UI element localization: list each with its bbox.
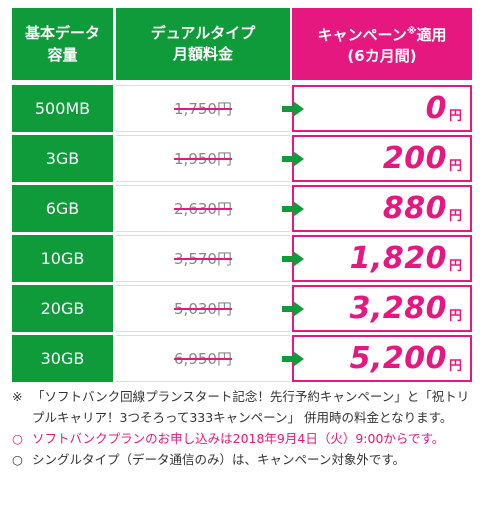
table-row: 10GB 3,570円 1,820 円 [12,235,472,282]
arrow-right-icon [282,200,304,217]
table-row: 3GB 1,950円 200 円 [12,135,472,182]
yen-unit: 円 [448,309,462,324]
capacity-cell: 3GB [12,135,113,182]
campaign-price: 5,200 [349,341,447,376]
old-price: 1,750円 [174,100,232,118]
header-campaign-line1: キャンペーン [317,26,407,44]
table-row: 500MB 1,750円 0 円 [12,85,472,132]
table-row: 20GB 5,030円 3,280 円 [12,285,472,332]
capacity-cell: 10GB [12,235,113,282]
campaign-price-cell: 200 円 [292,135,472,182]
header-capacity-line1: 基本データ [24,24,100,42]
campaign-price-cell: 3,280 円 [292,285,472,332]
campaign-price: 200 [382,141,447,176]
arrow-right-icon [282,250,304,267]
note-mark: ○ [12,452,23,467]
campaign-price: 1,820 [349,241,447,276]
capacity-cell: 6GB [12,185,113,232]
yen-unit: 円 [448,209,462,224]
capacity-label: 10GB [40,248,85,268]
capacity-label: 6GB [45,198,80,218]
note-mark: ○ [12,431,23,446]
capacity-label: 30GB [40,348,85,368]
campaign-price: 0 [425,91,447,126]
campaign-price-cell: 1,820 円 [292,235,472,282]
old-price-cell: 1,950円 [116,135,290,182]
header-campaign-line2: (6カ月間) [347,47,417,65]
capacity-label: 500MB [34,98,91,118]
old-price-cell: 3,570円 [116,235,290,282]
note-mark: ※ [12,389,23,404]
arrow-right-icon [282,350,304,367]
old-price-cell: 5,030円 [116,285,290,332]
old-price: 1,950円 [174,150,232,168]
price-table: 基本データ容量 デュアルタイプ 月額料金 キャンペーン※適用 (6カ月間) 500… [12,8,472,385]
note-1: ※ 「ソフトバンク回線プランスタート記念！先行予約キャンペーン」と「祝トリプルキャ… [12,386,474,428]
yen-unit: 円 [448,359,462,374]
old-price-cell: 6,950円 [116,335,290,382]
campaign-price-cell: 880 円 [292,185,472,232]
old-price-cell: 1,750円 [116,85,290,132]
note-text: ソフトバンクプランのお申し込みは2018年9月4日（火）9:00からです。 [32,431,445,446]
header-dual-line1: デュアルタイプ [150,24,256,42]
note-3: ○ シングルタイプ（データ通信のみ）は、キャンペーン対象外です。 [12,449,474,470]
note-text: 「ソフトバンク回線プランスタート記念！先行予約キャンペーン」と「祝トリプルキャリ… [32,389,470,425]
yen-unit: 円 [448,109,462,124]
table-header: 基本データ容量 デュアルタイプ 月額料金 キャンペーン※適用 (6カ月間) [12,8,472,80]
capacity-label: 20GB [40,298,85,318]
old-price: 5,030円 [174,300,232,318]
capacity-cell: 30GB [12,335,113,382]
header-campaign-note-mark: ※ [406,26,417,37]
capacity-label: 3GB [45,148,80,168]
capacity-cell: 500MB [12,85,113,132]
yen-unit: 円 [448,159,462,174]
old-price-cell: 2,630円 [116,185,290,232]
old-price: 3,570円 [174,250,232,268]
header-campaign: キャンペーン※適用 (6カ月間) [292,8,472,80]
notes: ※ 「ソフトバンク回線プランスタート記念！先行予約キャンペーン」と「祝トリプルキャ… [12,386,474,470]
arrow-right-icon [282,300,304,317]
campaign-price-cell: 5,200 円 [292,335,472,382]
table-row: 30GB 6,950円 5,200 円 [12,335,472,382]
header-capacity: 基本データ 容量 [12,8,113,80]
arrow-right-icon [282,100,304,117]
header-campaign-apply: 適用 [416,26,447,44]
table-row: 6GB 2,630円 880 円 [12,185,472,232]
note-2: ○ ソフトバンクプランのお申し込みは2018年9月4日（火）9:00からです。 [12,428,474,449]
header-capacity-line2: 容量 [47,46,78,64]
capacity-cell: 20GB [12,285,113,332]
note-text: シングルタイプ（データ通信のみ）は、キャンペーン対象外です。 [32,452,406,467]
old-price: 2,630円 [174,200,232,218]
campaign-price: 880 [382,191,447,226]
campaign-price: 3,280 [349,291,447,326]
arrow-right-icon [282,150,304,167]
header-dual-price: デュアルタイプ 月額料金 [116,8,290,80]
header-dual-line2: 月額料金 [172,45,233,63]
yen-unit: 円 [448,259,462,274]
old-price: 6,950円 [174,350,232,368]
